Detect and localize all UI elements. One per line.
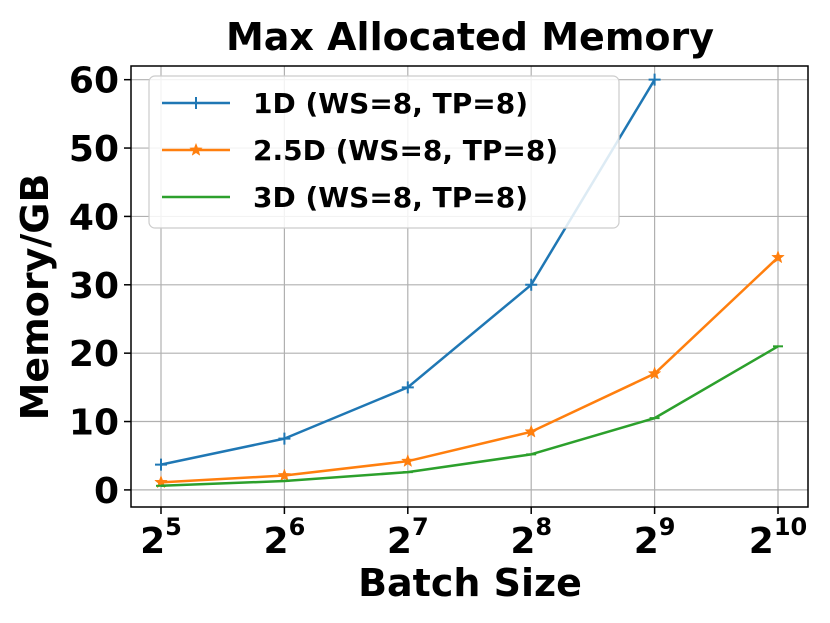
chart-title: Max Allocated Memory bbox=[226, 15, 714, 59]
y-tick-label: 60 bbox=[69, 61, 119, 102]
y-tick-label: 0 bbox=[94, 471, 119, 512]
data-point bbox=[189, 142, 203, 156]
y-tick-label: 10 bbox=[69, 403, 119, 444]
legend: 1D (WS=8, TP=8) 2.5D (WS=8, TP=8) 3D (WS=8… bbox=[148, 75, 620, 229]
x-axis-ticks: 25 26 27 28 29 210 bbox=[140, 507, 807, 562]
x-tick-label: 25 bbox=[140, 513, 182, 562]
legend-box bbox=[148, 75, 620, 229]
x-axis-label: Batch Size bbox=[358, 561, 582, 605]
data-point bbox=[401, 381, 414, 394]
data-point bbox=[400, 453, 415, 468]
y-axis-label: Memory/GB bbox=[13, 174, 57, 421]
y-tick-label: 30 bbox=[69, 266, 119, 307]
data-point bbox=[647, 366, 662, 380]
y-tick-label: 40 bbox=[69, 197, 119, 238]
plot-frame bbox=[130, 65, 809, 508]
data-point bbox=[278, 432, 291, 445]
x-tick-label: 27 bbox=[387, 513, 429, 562]
data-point bbox=[155, 458, 167, 471]
series-2-5d bbox=[154, 250, 785, 489]
y-tick-label: 20 bbox=[69, 334, 119, 375]
x-tick-label: 26 bbox=[264, 513, 306, 562]
legend-item: 3D (WS=8, TP=8) bbox=[162, 181, 528, 214]
legend-label: 1D (WS=8, TP=8) bbox=[253, 87, 528, 120]
x-tick-label: 210 bbox=[749, 513, 807, 562]
y-axis-ticks: 0 10 20 30 40 50 60 bbox=[69, 61, 131, 512]
series-line bbox=[160, 345, 779, 488]
legend-label: 3D (WS=8, TP=8) bbox=[253, 181, 528, 214]
data-point bbox=[524, 424, 539, 438]
legend-label: 2.5D (WS=8, TP=8) bbox=[253, 134, 558, 167]
data-point bbox=[648, 73, 661, 86]
data-point bbox=[190, 97, 202, 109]
data-point bbox=[525, 278, 538, 291]
y-tick-label: 50 bbox=[69, 129, 119, 170]
legend-item: 2.5D (WS=8, TP=8) bbox=[162, 134, 558, 167]
series-3d bbox=[156, 345, 783, 488]
legend-item: 1D (WS=8, TP=8) bbox=[162, 87, 528, 120]
data-point bbox=[771, 250, 785, 264]
data-point bbox=[277, 468, 292, 482]
series-line bbox=[160, 256, 779, 484]
x-tick-label: 28 bbox=[510, 513, 552, 562]
x-tick-label: 29 bbox=[634, 513, 676, 562]
